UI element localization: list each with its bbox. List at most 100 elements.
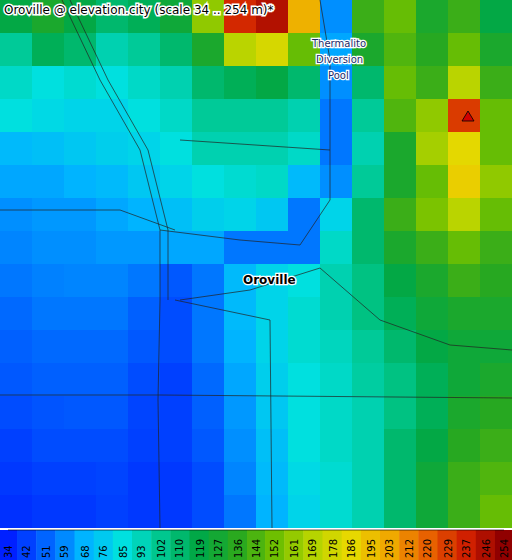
elevation-cell <box>64 363 97 397</box>
elevation-cell <box>256 165 289 199</box>
elevation-cell <box>320 132 353 166</box>
colorbar-swatch <box>342 530 362 560</box>
colorbar: 3442515968768593102110119127136144152161… <box>0 530 512 560</box>
colorbar-tick-label: 42 <box>21 545 32 558</box>
elevation-cell <box>288 231 321 265</box>
elevation-cell <box>416 462 449 496</box>
elevation-cell <box>32 165 65 199</box>
elevation-cell <box>352 297 385 331</box>
elevation-cell <box>0 165 33 199</box>
colorbar-tick-label: 178 <box>328 539 339 558</box>
elevation-cell <box>256 297 289 331</box>
colorbar-tick-label: 68 <box>80 545 91 558</box>
elevation-cell <box>0 363 33 397</box>
elevation-cell <box>0 297 33 331</box>
elevation-cell <box>256 462 289 496</box>
elevation-cell <box>224 231 257 265</box>
elevation-cell <box>128 231 161 265</box>
elevation-cell <box>480 264 512 298</box>
elevation-cell <box>416 429 449 463</box>
elevation-cell <box>288 297 321 331</box>
elevation-cell <box>480 429 512 463</box>
place-label: Oroville <box>243 273 296 287</box>
elevation-cell <box>160 429 193 463</box>
road <box>180 140 330 150</box>
elevation-cell <box>96 165 129 199</box>
elevation-cell <box>480 0 512 34</box>
elevation-cell <box>32 99 65 133</box>
colorbar-tick-label: 152 <box>269 539 280 558</box>
elevation-cell <box>192 330 225 364</box>
elevation-cell <box>448 297 481 331</box>
colorbar-swatch <box>380 530 400 560</box>
elevation-cell <box>384 363 417 397</box>
elevation-cell <box>96 429 129 463</box>
elevation-cell <box>352 363 385 397</box>
elevation-cell <box>448 33 481 67</box>
elevation-cell <box>224 330 257 364</box>
colorbar-swatch <box>303 530 323 560</box>
elevation-cell <box>448 132 481 166</box>
colorbar-tick-label: 102 <box>156 539 167 558</box>
elevation-cell <box>128 429 161 463</box>
place-label: Pool <box>328 70 349 81</box>
elevation-cell <box>160 297 193 331</box>
elevation-cell <box>416 231 449 265</box>
elevation-cell <box>128 330 161 364</box>
elevation-cell <box>352 330 385 364</box>
colorbar-swatch <box>495 530 512 560</box>
elevation-cell <box>160 363 193 397</box>
elevation-cell <box>352 198 385 232</box>
colorbar-swatch <box>17 530 37 560</box>
colorbar-tick-label: 144 <box>251 539 262 558</box>
elevation-cell <box>128 33 161 67</box>
elevation-cell <box>320 297 353 331</box>
elevation-cell <box>416 495 449 528</box>
elevation-cell <box>96 462 129 496</box>
elevation-cell <box>288 0 321 34</box>
elevation-cell <box>480 396 512 430</box>
elevation-cell <box>96 363 129 397</box>
colorbar-tick-label: 119 <box>195 539 206 558</box>
elevation-cell <box>416 264 449 298</box>
elevation-cell <box>32 297 65 331</box>
map-container: Oroville @ elevation.city (scale 34 .. 2… <box>0 0 512 560</box>
elevation-cell <box>480 495 512 528</box>
colorbar-tick-label: 85 <box>118 545 129 558</box>
elevation-cell <box>0 264 33 298</box>
colorbar-swatch <box>228 530 248 560</box>
elevation-cell <box>128 99 161 133</box>
elevation-cell <box>480 66 512 100</box>
elevation-cell <box>416 363 449 397</box>
elevation-cell <box>32 66 65 100</box>
elevation-cell <box>256 66 289 100</box>
elevation-cell <box>416 297 449 331</box>
elevation-cell <box>384 396 417 430</box>
elevation-cell <box>384 198 417 232</box>
elevation-cell <box>224 396 257 430</box>
elevation-cell <box>192 198 225 232</box>
elevation-cell <box>416 165 449 199</box>
elevation-cell <box>320 495 353 528</box>
elevation-cell <box>352 396 385 430</box>
elevation-cell <box>192 264 225 298</box>
elevation-cell <box>320 165 353 199</box>
elevation-cell <box>224 198 257 232</box>
elevation-cell <box>128 462 161 496</box>
elevation-cell <box>256 231 289 265</box>
elevation-cell <box>448 462 481 496</box>
colorbar-tick-label: 161 <box>289 539 300 558</box>
colorbar-tick-label: 76 <box>98 545 109 558</box>
elevation-cell <box>416 396 449 430</box>
colorbar-swatch <box>94 530 114 560</box>
elevation-cell <box>352 0 385 34</box>
elevation-cell <box>0 495 33 528</box>
elevation-cell <box>32 429 65 463</box>
elevation-cell <box>288 495 321 528</box>
elevation-cell <box>192 132 225 166</box>
elevation-cell <box>32 363 65 397</box>
elevation-cell <box>448 495 481 528</box>
colorbar-swatch <box>189 530 209 560</box>
elevation-cell <box>320 462 353 496</box>
place-label: Diversion <box>316 54 363 65</box>
